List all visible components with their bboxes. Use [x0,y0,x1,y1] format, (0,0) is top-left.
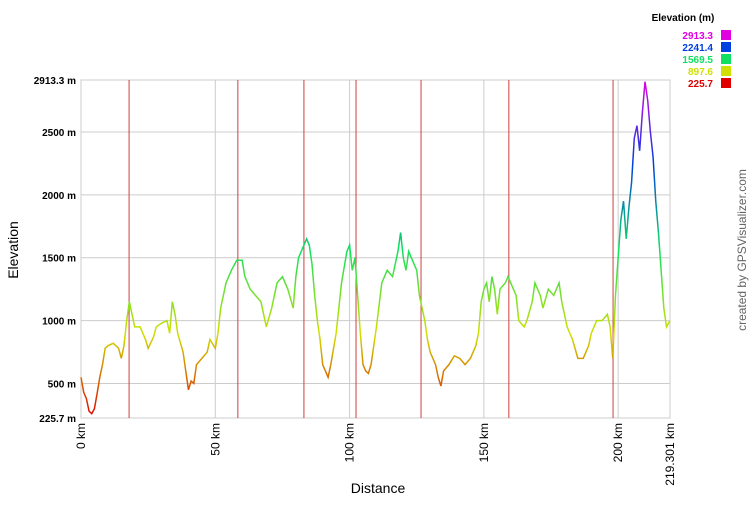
x-tick-label: 219.301 km [663,423,677,486]
legend-swatch [721,30,731,40]
legend-swatch [721,78,731,88]
legend-label: 225.7 [688,79,713,90]
y-tick-label: 1500 m [42,254,76,265]
x-tick-label: 50 km [208,423,222,456]
legend-label: 1569.5 [682,55,713,66]
elevation-line [80,81,671,415]
y-tick-label: 2500 m [42,128,76,139]
y-tick-label: 225.7 m [39,414,76,425]
legend-label: 2913.3 [682,31,713,42]
y-tick-label: 2913.3 m [34,76,76,87]
x-tick-label: 0 km [74,423,88,449]
credit: created by GPSVisualizer.com [735,169,749,331]
legend-swatch [721,42,731,52]
x-tick-label: 200 km [611,423,625,462]
y-tick-label: 500 m [48,380,76,391]
y-tick-label: 1000 m [42,317,76,328]
y-tick-label: 2000 m [42,191,76,202]
x-tick-label: 100 km [343,423,357,462]
legend-label: 2241.4 [682,43,713,54]
y-axis-title: Elevation [5,221,21,279]
legend-swatch [721,54,731,64]
x-axis-title: Distance [351,480,406,496]
legend-label: 897.6 [688,67,713,78]
legend-title: Elevation (m) [652,13,715,24]
x-tick-label: 150 km [477,423,491,462]
legend-swatch [721,66,731,76]
